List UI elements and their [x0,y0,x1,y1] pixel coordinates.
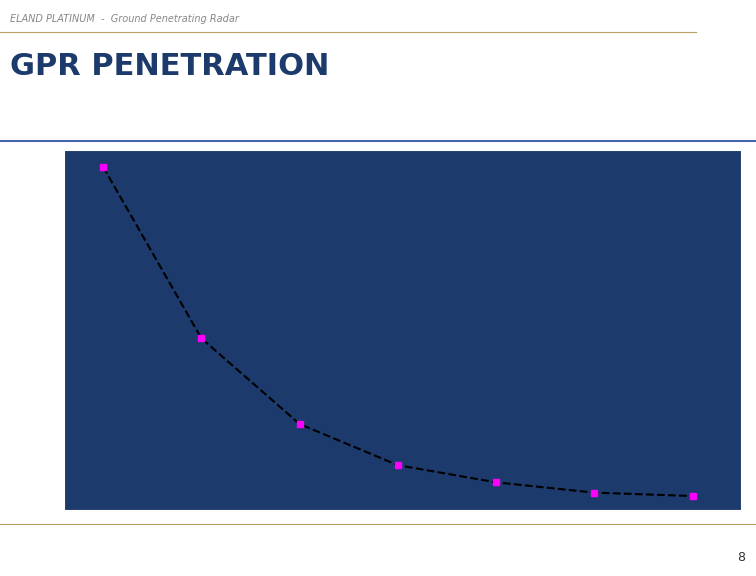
Y-axis label: depth in feet: depth in feet [11,284,24,376]
Text: GPR PENETRATION: GPR PENETRATION [10,52,329,81]
Text: ELAND PLATINUM  -  Ground Penetrating Radar: ELAND PLATINUM - Ground Penetrating Rada… [10,14,239,24]
Text: 8: 8 [736,551,745,564]
X-axis label: Electrical conductivity in mmhos/m: Electrical conductivity in mmhos/m [253,539,553,554]
